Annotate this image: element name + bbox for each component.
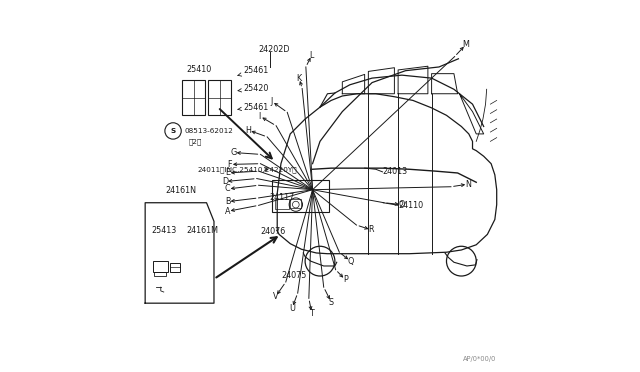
Text: S: S <box>328 298 333 307</box>
Text: 24110: 24110 <box>398 201 423 210</box>
Text: A: A <box>225 207 230 216</box>
Text: P: P <box>343 275 348 284</box>
Bar <box>209 80 232 115</box>
Text: D: D <box>222 177 228 186</box>
Text: H: H <box>246 126 252 135</box>
Text: AP/0*00/0: AP/0*00/0 <box>463 356 497 362</box>
Bar <box>182 80 205 115</box>
Text: 24117: 24117 <box>269 193 294 202</box>
Text: U: U <box>289 304 295 312</box>
Text: 24076: 24076 <box>260 227 285 236</box>
Text: 24202D: 24202D <box>259 45 290 54</box>
Text: T: T <box>310 309 314 318</box>
Bar <box>291 199 301 208</box>
Text: M: M <box>462 40 469 49</box>
Bar <box>275 199 289 209</box>
Text: F: F <box>228 160 232 169</box>
Text: 24161N: 24161N <box>166 186 196 195</box>
Text: C: C <box>225 185 230 193</box>
Text: 24011〈INC.25410,24220Y〉: 24011〈INC.25410,24220Y〉 <box>197 166 297 173</box>
Text: 24075: 24075 <box>281 271 307 280</box>
Text: 25461: 25461 <box>238 66 269 76</box>
Text: I: I <box>259 112 261 121</box>
Text: B: B <box>225 197 230 206</box>
Text: 24013: 24013 <box>383 167 408 176</box>
Text: （2）: （2） <box>189 138 202 145</box>
Bar <box>170 263 180 272</box>
Bar <box>271 180 330 212</box>
Text: 25420: 25420 <box>238 84 269 93</box>
Text: L: L <box>310 51 314 60</box>
Text: Q: Q <box>348 257 354 266</box>
Text: V: V <box>273 292 278 301</box>
Bar <box>154 272 166 276</box>
Text: R: R <box>369 225 374 234</box>
Text: O: O <box>399 200 405 209</box>
Text: J: J <box>271 97 273 106</box>
Text: G: G <box>230 148 237 157</box>
Text: 25413: 25413 <box>152 226 177 235</box>
Bar <box>152 261 168 272</box>
Text: 08513-62012: 08513-62012 <box>184 128 233 134</box>
Text: S: S <box>170 128 176 134</box>
Text: 25461: 25461 <box>238 103 269 112</box>
Text: K: K <box>296 74 301 83</box>
Text: E: E <box>225 169 230 177</box>
Text: 25410: 25410 <box>186 65 212 74</box>
Text: 24161M: 24161M <box>186 226 218 235</box>
Text: N: N <box>465 180 471 189</box>
